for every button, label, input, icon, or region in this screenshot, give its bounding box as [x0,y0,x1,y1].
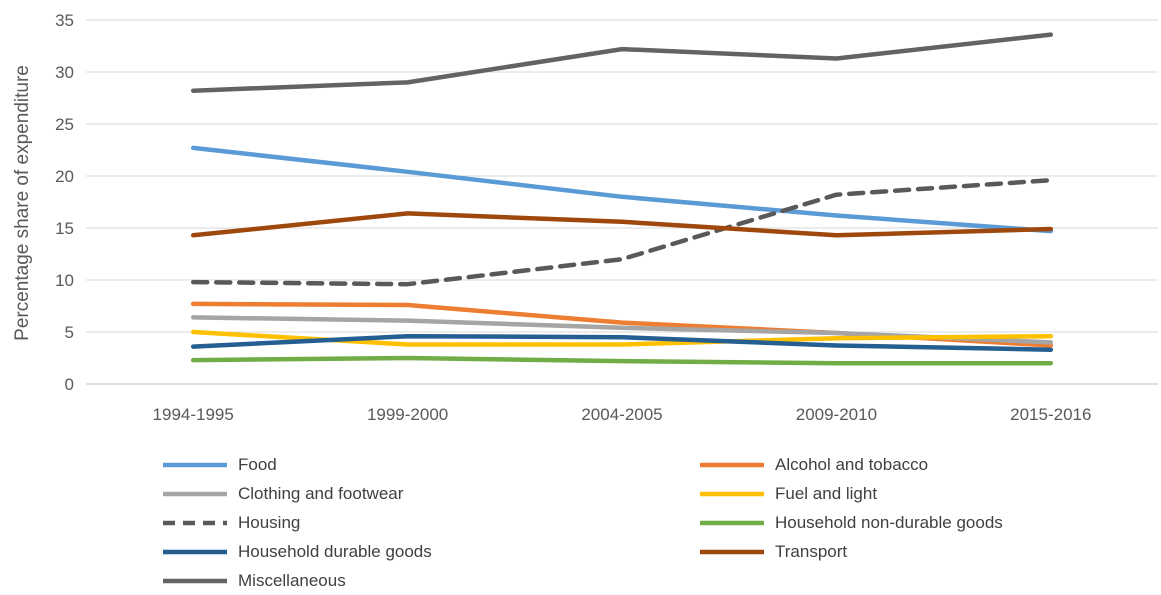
legend-label: Housing [238,512,301,532]
legend-item: Fuel and light [697,479,877,508]
series-household-durable-goods [190,333,1054,352]
y-tick-label: 15 [55,219,74,238]
legend-swatch [163,578,227,583]
legend-label: Food [238,454,277,474]
legend-item: Alcohol and tobacco [697,450,928,479]
legend-swatch [700,520,764,525]
legend-label: Alcohol and tobacco [775,454,929,474]
y-axis-ticks: 0 5 10 15 20 25 30 35 [55,11,74,394]
series-household-non-durable-goods [190,355,1054,366]
legend-swatch [163,491,227,496]
legend-label: Household non-durable goods [775,512,1003,532]
legend-swatch [700,491,764,496]
series-food [190,145,1054,234]
legend-swatch [700,549,764,554]
y-tick-label: 5 [65,323,74,342]
legend-item: Transport [697,537,847,566]
legend-item: Housing [160,508,300,537]
series-housing [190,177,1054,287]
x-tick-label: 2015-2016 [1010,405,1091,424]
legend-label: Transport [775,541,848,561]
series-transport [190,211,1054,238]
series-miscellaneous [190,32,1054,93]
legend-swatch [163,520,227,525]
y-tick-label: 30 [55,63,74,82]
series-line [190,355,1054,366]
x-tick-label: 2004-2005 [581,405,662,424]
x-tick-label: 1999-2000 [367,405,448,424]
y-tick-label: 25 [55,115,74,134]
x-axis-ticks: 1994-1995 1999-2000 2004-2005 2009-2010 2015… [153,405,1092,424]
legend-label: Miscellaneous [238,570,346,590]
x-tick-label: 1994-1995 [153,405,234,424]
y-axis-label: Percentage share of expenditure [12,65,33,341]
line-chart: 0 5 10 15 20 25 30 35 1994-1995 1999-2000 2004-20… [12,11,1158,424]
legend-item: Miscellaneous [160,566,346,595]
legend-label: Clothing and footwear [238,483,404,503]
x-tick-label: 2009-2010 [796,405,877,424]
legend-item: Household durable goods [160,537,432,566]
legend-item: Household non-durable goods [697,508,1003,537]
legend-label: Household durable goods [238,541,432,561]
series-line [190,32,1054,93]
legend-item: Food [160,450,277,479]
y-tick-label: 35 [55,11,74,30]
y-tick-label: 0 [65,375,74,394]
legend-swatch [163,549,227,554]
series-line [190,177,1054,287]
y-tick-label: 20 [55,167,74,186]
y-tick-label: 10 [55,271,74,290]
series-lines [190,32,1054,366]
series-line [190,211,1054,238]
legend-swatch [163,462,227,467]
legend-swatch [700,462,764,467]
legend-label: Fuel and light [775,483,878,503]
legend-item: Clothing and footwear [160,479,403,508]
